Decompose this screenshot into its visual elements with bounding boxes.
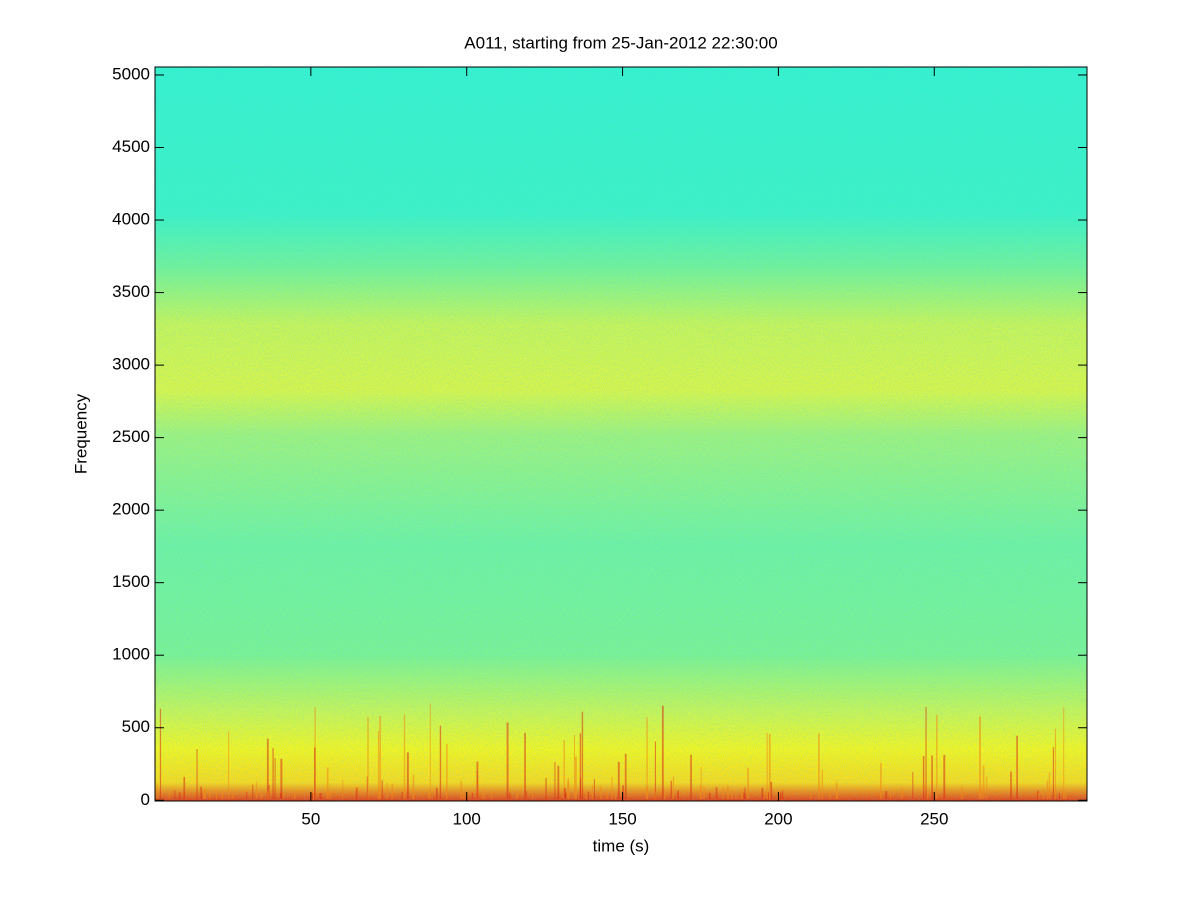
- y-tick-label: 5000: [112, 64, 150, 83]
- spectrogram-texture: [155, 67, 1087, 801]
- y-tick-label: 2500: [112, 427, 150, 446]
- spectrogram-streaks: [156, 703, 1067, 799]
- y-axis-label: Frequency: [71, 393, 90, 474]
- y-tick-label: 4000: [112, 210, 150, 229]
- y-tick-label: 4500: [112, 137, 150, 156]
- x-tick-label: 150: [608, 809, 636, 828]
- plot-area: [154, 66, 1088, 802]
- y-tick-label: 1500: [112, 572, 150, 591]
- y-tick-label: 500: [122, 717, 150, 736]
- chart-title: A011, starting from 25-Jan-2012 22:30:00: [464, 33, 777, 52]
- x-tick-label: 50: [301, 809, 320, 828]
- x-axis-label: time (s): [593, 836, 650, 855]
- y-tick-label: 0: [141, 790, 150, 809]
- x-tick-label: 250: [920, 809, 948, 828]
- x-tick-label: 100: [453, 809, 481, 828]
- y-tick-label: 3000: [112, 355, 150, 374]
- y-tick-label: 3500: [112, 282, 150, 301]
- axes-box: [154, 66, 1088, 802]
- x-tick-label: 200: [764, 809, 792, 828]
- y-tick-label: 2000: [112, 500, 150, 519]
- y-tick-label: 1000: [112, 645, 150, 664]
